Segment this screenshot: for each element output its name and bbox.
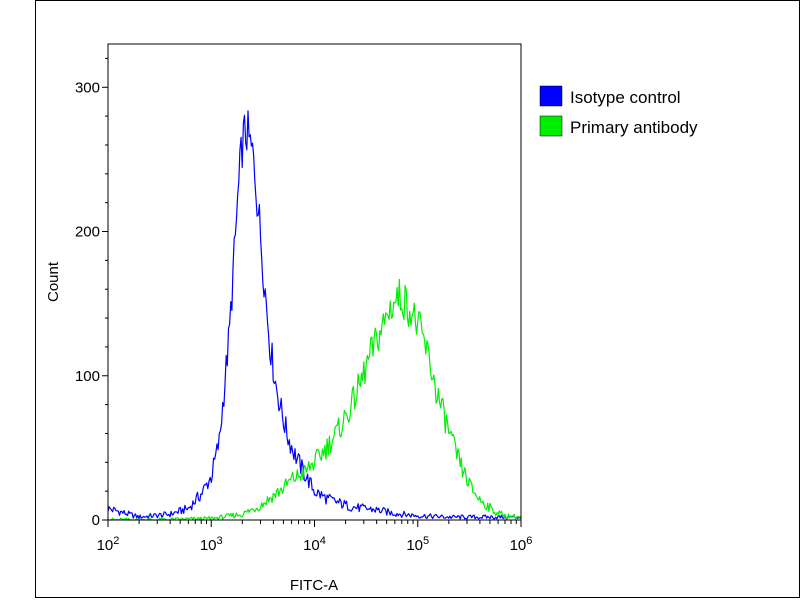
x-tick-label: 106 [510,535,533,554]
legend-label-primary-antibody: Primary antibody [570,118,698,137]
series-line-isotype-control [107,110,522,520]
legend-swatch-isotype-control [539,85,563,107]
y-tick-label: 200 [75,224,100,241]
legend-item-isotype-control: Isotype control [539,85,681,107]
x-tick-label: 103 [200,535,223,554]
x-axis-ticks: 102 103 104 105 106 [97,520,533,554]
x-axis-title: FITC-A [290,577,338,594]
series-line-primary-antibody [108,278,522,521]
x-tick-label: 105 [406,535,429,554]
x-tick-label: 104 [303,535,326,554]
y-tick-label: 300 [75,79,100,96]
x-tick-label: 102 [97,535,120,554]
y-axis-ticks: 0 100 200 300 [75,57,108,529]
y-tick-label: 0 [92,512,100,529]
legend-item-primary-antibody: Primary antibody [539,115,698,137]
y-axis-title: Count [45,261,62,302]
series-layer [107,110,522,521]
legend-swatch-primary-antibody [539,115,563,137]
legend-label-isotype-control: Isotype control [570,88,681,107]
plot-area [107,43,522,521]
y-tick-label: 100 [75,368,100,385]
legend: Isotype control Primary antibody [539,85,698,137]
